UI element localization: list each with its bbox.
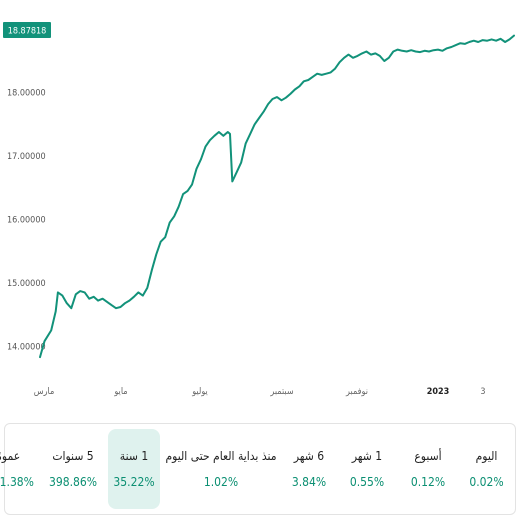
period-change-value: 3391.38% [0, 475, 34, 489]
price-chart: 14.00000 15.00000 16.00000 17.00000 18.00000… [3, 22, 515, 397]
performance-periods: اليوم 0.02% أسبوع 0.12% 1 شهر 0.55% 6 شهر 3.84%… [0, 423, 516, 515]
period-change-value: 0.12% [410, 475, 446, 489]
period-tab[interactable]: عمومًا 3391.38% [0, 429, 38, 509]
x-axis: مارس مايو يوليو سبتمبر نوفمبر 2023 3 [34, 387, 486, 397]
period-change-value: 0.55% [349, 475, 385, 489]
period-label: اليوم [475, 449, 498, 463]
x-tick-label: مايو [113, 387, 127, 397]
period-change-value: 398.86% [48, 475, 98, 489]
period-tab[interactable]: 1 شهر 0.55% [336, 429, 398, 509]
x-tick-label: 3 [480, 387, 485, 397]
period-change-value: 0.02% [469, 475, 504, 489]
x-tick-label: مارس [34, 387, 55, 397]
y-tick-label: 18.00000 [7, 89, 46, 99]
x-tick-label: يوليو [191, 387, 208, 397]
period-tab[interactable]: 5 سنوات 398.86% [38, 429, 108, 509]
period-label: أسبوع [414, 449, 442, 463]
x-tick-label: 2023 [427, 387, 450, 397]
period-change-value: 1.02% [203, 475, 239, 489]
price-line [39, 34, 515, 359]
period-label: 6 شهر [293, 449, 325, 463]
period-label: 1 شهر [351, 449, 383, 463]
y-tick-label: 16.00000 [7, 216, 46, 226]
y-axis: 14.00000 15.00000 16.00000 17.00000 18.00000 [7, 89, 46, 353]
price-readout-badge: 18.87818 [3, 22, 51, 38]
period-label: عمومًا [0, 449, 21, 463]
period-label: 5 سنوات [52, 449, 94, 463]
period-tab[interactable]: أسبوع 0.12% [398, 429, 458, 509]
period-tab[interactable]: منذ بداية العام حتى اليوم 1.02% [160, 429, 282, 509]
x-tick-label: سبتمبر [269, 387, 293, 397]
y-tick-label: 17.00000 [7, 152, 46, 162]
y-tick-label: 15.00000 [7, 279, 46, 289]
y-tick-label: 14.00000 [7, 342, 46, 352]
price-readout: 18.87818 [8, 27, 47, 37]
period-change-value: 3.84% [291, 475, 327, 489]
period-label: منذ بداية العام حتى اليوم [165, 449, 277, 463]
period-tab[interactable]: 6 شهر 3.84% [282, 429, 336, 509]
period-label: 1 سنة [119, 449, 149, 463]
period-change-value: 35.22% [113, 475, 155, 489]
period-tab[interactable]: اليوم 0.02% [458, 429, 515, 509]
period-tab[interactable]: 1 سنة 35.22% [108, 429, 160, 509]
x-tick-label: نوفمبر [345, 387, 368, 397]
